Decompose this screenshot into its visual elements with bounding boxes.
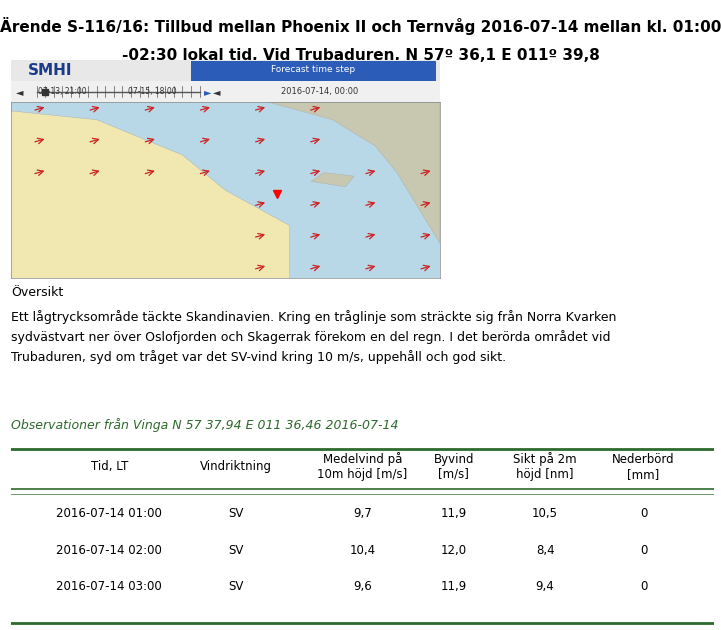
Text: 0: 0 xyxy=(640,544,647,557)
Polygon shape xyxy=(11,111,290,278)
Text: Vindriktning: Vindriktning xyxy=(200,461,272,474)
Text: SV: SV xyxy=(228,580,244,593)
Text: 12,0: 12,0 xyxy=(441,544,466,557)
Polygon shape xyxy=(311,173,354,186)
Text: -02:30 lokal tid, Vid Trubaduren, N 57º 36,1 E 011º 39,8: -02:30 lokal tid, Vid Trubaduren, N 57º … xyxy=(122,48,599,62)
Text: 11,9: 11,9 xyxy=(441,580,466,593)
Text: SV: SV xyxy=(228,507,244,520)
Text: 9,6: 9,6 xyxy=(353,580,372,593)
Text: 10,4: 10,4 xyxy=(349,544,376,557)
Text: ◄: ◄ xyxy=(16,87,23,96)
Text: Tid, LT: Tid, LT xyxy=(91,461,128,474)
Text: 2016-07-14 01:00: 2016-07-14 01:00 xyxy=(56,507,162,520)
Text: 0: 0 xyxy=(640,580,647,593)
Text: Sikt på 2m
höjd [nm]: Sikt på 2m höjd [nm] xyxy=(513,452,577,481)
Text: 0: 0 xyxy=(640,507,647,520)
Text: 9,4: 9,4 xyxy=(536,580,554,593)
Text: Nederbörd
[mm]: Nederbörd [mm] xyxy=(612,453,675,481)
Text: 8,4: 8,4 xyxy=(536,544,554,557)
Text: 9,7: 9,7 xyxy=(353,507,372,520)
Text: Ett lågtrycksområde täckte Skandinavien. Kring en tråglinje som sträckte sig frå: Ett lågtrycksområde täckte Skandinavien.… xyxy=(11,311,616,365)
Text: Översikt: Översikt xyxy=(11,286,63,299)
Text: ◄: ◄ xyxy=(213,87,221,96)
Text: 10,5: 10,5 xyxy=(532,507,558,520)
Text: Observationer från Vinga N 57 37,94 E 011 36,46 2016-07-14: Observationer från Vinga N 57 37,94 E 01… xyxy=(11,418,398,432)
Text: Medelvind på
10m höjd [m/s]: Medelvind på 10m höjd [m/s] xyxy=(317,452,407,481)
Text: 2016-07-14 02:00: 2016-07-14 02:00 xyxy=(56,544,162,557)
Text: Forecast time step: Forecast time step xyxy=(271,66,355,74)
Text: 2016-07-14, 00:00: 2016-07-14, 00:00 xyxy=(281,87,358,96)
Text: ►: ► xyxy=(204,87,212,96)
Bar xyxy=(191,61,435,81)
Text: Ärende S-116/16: Tillbud mellan Phoenix II och Ternvåg 2016-07-14 mellan kl. 01:: Ärende S-116/16: Tillbud mellan Phoenix … xyxy=(0,16,721,35)
Text: SV: SV xyxy=(228,544,244,557)
Text: Byvind
[m/s]: Byvind [m/s] xyxy=(433,453,474,481)
Text: SMHI: SMHI xyxy=(28,64,73,78)
Text: 11,9: 11,9 xyxy=(441,507,466,520)
Text: 2016-07-14 03:00: 2016-07-14 03:00 xyxy=(56,580,162,593)
Text: 07-15, 18:00: 07-15, 18:00 xyxy=(128,87,177,96)
Text: 07-13, 21:00: 07-13, 21:00 xyxy=(38,87,87,96)
Polygon shape xyxy=(268,102,440,243)
